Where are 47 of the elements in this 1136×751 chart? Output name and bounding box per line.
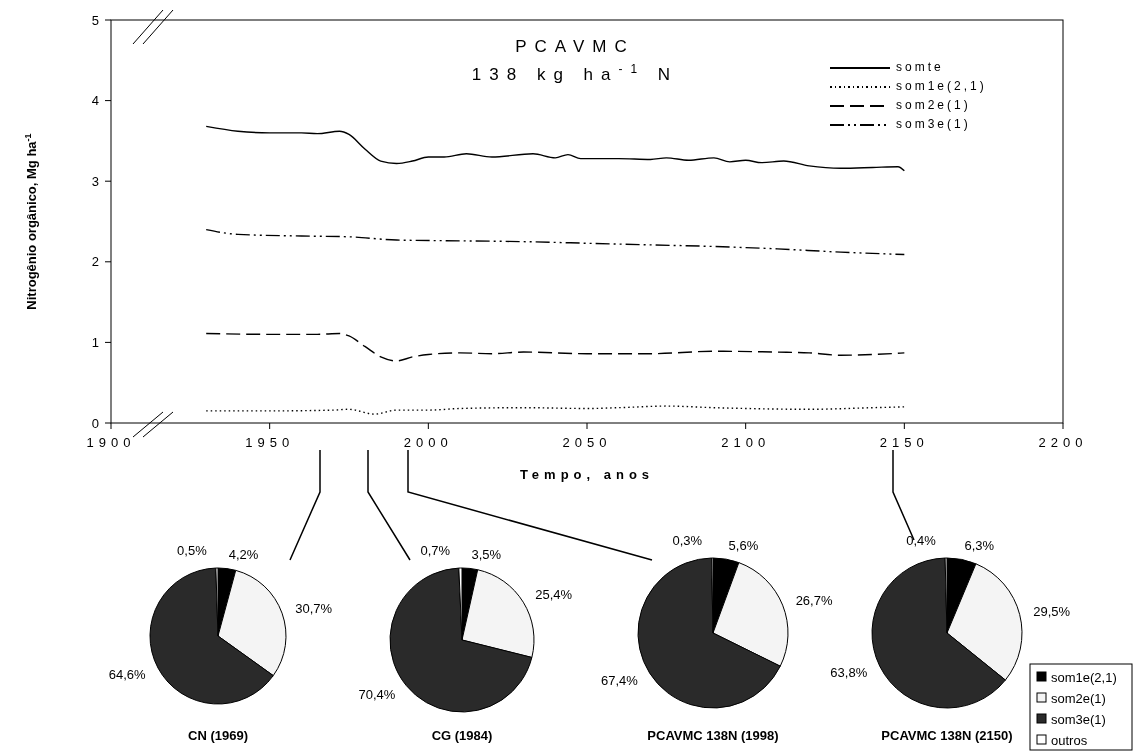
y-tick-label: 1 [91, 334, 99, 350]
data-label: 0,4% [906, 532, 937, 548]
text: PCAVMC 138N (1998) [647, 728, 779, 743]
y-tick-label: 3 [91, 173, 99, 189]
data-label: 67,4% [600, 673, 639, 689]
text: PCAVMC 138N (2150) [881, 728, 1013, 743]
data-label: 5,6% [728, 537, 759, 553]
y-tick-label: 5 [91, 12, 99, 28]
y-tick-label: 4 [91, 93, 99, 109]
x-axis-title: Tempo, anos [519, 467, 655, 482]
data-label: 64,6% [108, 667, 147, 683]
text: CN (1969) [188, 728, 248, 743]
x-tick-label: 2150 [879, 435, 929, 450]
data-label: 63,8% [830, 664, 868, 680]
y-tick-label: 0 [91, 415, 99, 431]
text: CG (1984) [431, 728, 493, 743]
x-tick-label: 2000 [403, 435, 453, 450]
data-label: 0,5% [177, 542, 208, 558]
legend-label: som3e(1) [1051, 711, 1106, 727]
data-label: 30,7% [295, 601, 333, 617]
line-series [205, 405, 906, 415]
legend-label: som1e(2,1) [1051, 669, 1117, 685]
data-label: 3,5% [471, 547, 502, 563]
data-label: 25,4% [535, 587, 573, 603]
data-label: 0,3% [672, 532, 703, 548]
x-tick-label: 1950 [245, 435, 295, 450]
data-label: 0,7% [420, 542, 451, 558]
data-label: 29,5% [1033, 603, 1071, 619]
legend-label: som2e(1) [1051, 690, 1106, 706]
y-tick-label: 2 [91, 254, 99, 270]
legend-label: outros [1051, 732, 1088, 748]
legend-label: som1e(2,1) [896, 79, 987, 94]
text: 138 kg ha$^{-1}$ N [471, 62, 679, 84]
legend-label: somte [896, 60, 944, 75]
data-label: 26,7% [795, 592, 833, 608]
data-label: 4,2% [228, 547, 259, 563]
line-series [205, 228, 906, 256]
x-tick-label: 2050 [562, 435, 612, 450]
legend-label: som3e(1) [896, 117, 971, 132]
x-tick-label: 2100 [721, 435, 771, 450]
line-series [205, 332, 906, 362]
data-label: 70,4% [358, 686, 396, 702]
x-tick-label: 2200 [1038, 435, 1088, 450]
data-label: 6,3% [964, 538, 995, 554]
legend-label: som2e(1) [896, 98, 971, 113]
text: PCAVMC [515, 37, 635, 56]
x-tick-label: 1900 [86, 435, 136, 450]
